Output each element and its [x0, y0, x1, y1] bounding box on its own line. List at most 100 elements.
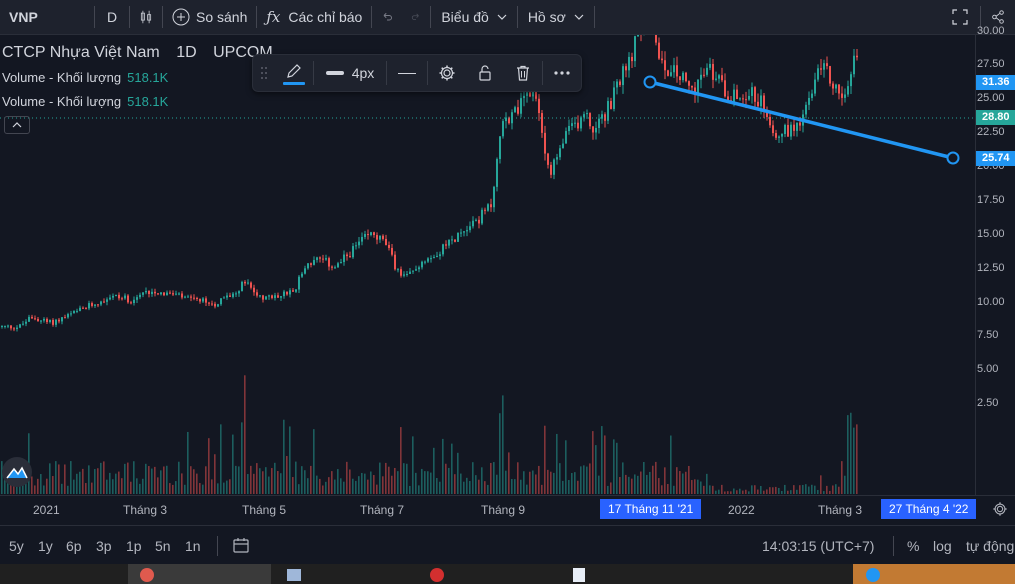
line-width-label: 4px	[351, 65, 375, 81]
lock-button[interactable]	[466, 55, 504, 91]
candle	[538, 94, 540, 121]
tradingview-logo[interactable]	[2, 457, 32, 487]
range-button-3p[interactable]: 3p	[96, 538, 112, 554]
volume-bar	[535, 474, 537, 494]
candle	[61, 316, 63, 325]
line-width-button[interactable]: 4px	[314, 55, 386, 91]
fullscreen-button[interactable]	[940, 0, 980, 34]
chart-pane[interactable]	[0, 35, 975, 495]
candle-body	[667, 70, 669, 76]
trendline[interactable]	[648, 80, 955, 160]
candle	[211, 300, 213, 306]
candle	[346, 252, 348, 261]
candle	[181, 291, 183, 300]
symbol-search[interactable]: VNP	[0, 0, 94, 34]
candle-body	[352, 246, 354, 258]
range-button-6p[interactable]: 6p	[66, 538, 82, 554]
undo-button[interactable]	[372, 0, 402, 34]
candle	[31, 314, 33, 320]
volume-bar	[787, 490, 789, 494]
volume-bar	[76, 473, 78, 494]
drag-handle[interactable]	[253, 55, 275, 91]
redo-button[interactable]	[402, 0, 430, 34]
price-axis[interactable]	[975, 35, 1015, 495]
percent-scale-toggle[interactable]: %	[907, 538, 920, 554]
volume-bar	[733, 488, 735, 494]
time-label: Tháng 7	[360, 503, 405, 517]
share-button[interactable]	[981, 0, 1015, 34]
go-to-date-button[interactable]	[232, 536, 250, 557]
price-chart[interactable]	[0, 35, 975, 495]
collapse-legend-button[interactable]	[4, 116, 30, 134]
candle	[658, 37, 660, 60]
axis-settings-button[interactable]	[992, 501, 1008, 520]
candle	[583, 111, 585, 122]
candle	[574, 116, 576, 128]
clock-timezone[interactable]: 14:03:15 (UTC+7)	[762, 538, 875, 554]
range-button-1p[interactable]: 1p	[126, 538, 142, 554]
trendline-start-handle[interactable]	[643, 75, 657, 89]
compare-button[interactable]: So sánh	[163, 0, 256, 34]
profile-label: Hồ sơ	[527, 9, 566, 25]
candle	[310, 262, 312, 268]
candle	[487, 203, 489, 212]
candle-body	[331, 266, 333, 268]
taskbar-app[interactable]	[430, 566, 444, 584]
candle-body	[151, 291, 153, 295]
candle	[292, 288, 294, 292]
taskbar-app[interactable]	[866, 566, 880, 584]
candle-body	[433, 257, 435, 259]
delete-button[interactable]	[504, 55, 542, 91]
line-style-button[interactable]	[387, 55, 427, 91]
candle-body	[448, 240, 450, 246]
range-button-5y[interactable]: 5y	[9, 538, 24, 554]
candle	[109, 294, 111, 301]
candle-body	[202, 298, 204, 302]
volume-legend-row[interactable]: Volume - Khối lượng 518.1K	[2, 70, 168, 85]
chart-style-button[interactable]	[130, 0, 162, 34]
candle-body	[757, 101, 759, 107]
candle-body	[850, 74, 852, 87]
candle	[232, 292, 234, 299]
candle	[145, 287, 147, 295]
interval-button[interactable]: D	[95, 0, 129, 34]
candle-body	[124, 295, 126, 299]
range-button-5n[interactable]: 5n	[155, 538, 171, 554]
taskbar-app[interactable]	[573, 566, 585, 584]
volume-legend-row[interactable]: Volume - Khối lượng 518.1K	[2, 94, 168, 109]
taskbar-app[interactable]	[140, 566, 154, 584]
chart-layout-button[interactable]: Biểu đồ	[431, 0, 516, 34]
volume-bar	[496, 474, 498, 494]
trendline-end-handle[interactable]	[946, 151, 960, 165]
more-button[interactable]	[543, 55, 581, 91]
taskbar-app[interactable]	[287, 566, 301, 584]
candle	[604, 112, 606, 128]
volume-bar	[766, 489, 768, 494]
auto-scale-toggle[interactable]: tự động	[966, 538, 1015, 554]
volume-bar	[337, 469, 339, 494]
candle-body	[193, 297, 195, 299]
chevron-up-icon	[12, 122, 22, 128]
volume-bar	[790, 490, 792, 494]
indicators-button[interactable]: ƒx Các chỉ báo	[257, 0, 371, 34]
volume-bar	[271, 468, 273, 494]
series-legend[interactable]: CTCP Nhựa Việt Nam 1D UPCOM	[2, 44, 273, 62]
volume-bar	[718, 489, 720, 494]
line-color-button[interactable]	[275, 55, 313, 91]
volume-bar	[331, 471, 333, 494]
candle-body	[289, 290, 291, 295]
volume-bar	[328, 477, 330, 494]
fx-icon: ƒx	[266, 8, 281, 26]
candle-body	[79, 307, 81, 311]
candle-body	[196, 297, 198, 299]
range-button-1y[interactable]: 1y	[38, 538, 53, 554]
profile-button[interactable]: Hồ sơ	[518, 0, 594, 34]
candle-body	[94, 304, 96, 306]
time-axis[interactable]: 2021 Tháng 3 Tháng 5 Tháng 7 Tháng 9 202…	[0, 495, 1015, 526]
range-button-1n[interactable]: 1n	[185, 538, 201, 554]
price-tag-last: 28.80	[976, 110, 1015, 125]
log-scale-toggle[interactable]: log	[933, 538, 952, 554]
candle-body	[247, 282, 249, 284]
settings-button[interactable]	[428, 55, 466, 91]
volume-bar	[484, 481, 486, 494]
